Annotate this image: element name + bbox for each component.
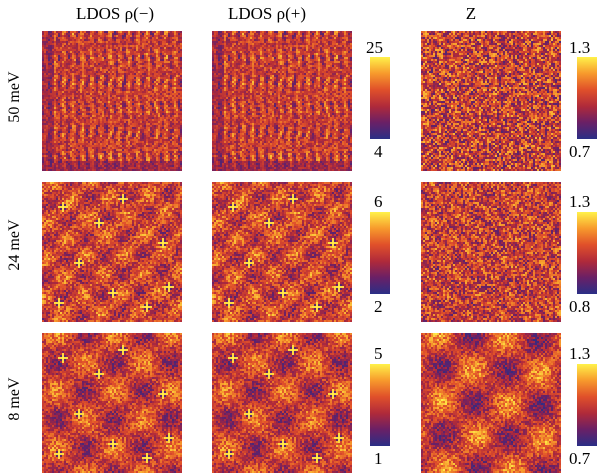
z-scale-min-50mev: 0.7 [569, 142, 591, 161]
ldos-plus-map-24mev [212, 182, 352, 322]
z-map-8mev [421, 333, 561, 473]
ldos-minus-map-50mev [42, 31, 182, 171]
z-scale-max-8mev: 1.3 [569, 344, 591, 363]
z-scale-max-24mev: 1.3 [569, 192, 591, 211]
ldos-colorbar-50mev [370, 57, 390, 139]
z-colorbar-50mev [577, 57, 597, 139]
z-scale-max-50mev: 1.3 [569, 38, 591, 57]
z-colorbar-8mev [577, 364, 597, 446]
z-map-24mev [421, 182, 561, 322]
ldos-scale-max-50mev: 25 [366, 38, 383, 57]
z-scale-min-24mev: 0.8 [569, 297, 591, 316]
z-map-50mev [421, 31, 561, 171]
ldos-scale-min-50mev: 4 [374, 142, 383, 161]
ldos-colorbar-8mev [370, 364, 390, 446]
ldos-colorbar-24mev [370, 212, 390, 294]
z-scale-min-8mev: 0.7 [569, 449, 591, 468]
row-label-50mev: 50 meV [6, 71, 23, 123]
ldos-plus-map-8mev [212, 333, 352, 473]
z-colorbar-24mev [577, 212, 597, 294]
ldos-plus-map-50mev [212, 31, 352, 171]
ldos-scale-max-8mev: 5 [374, 344, 383, 363]
row-label-8mev: 8 meV [6, 377, 23, 421]
row-label-24mev: 24 meV [6, 219, 23, 271]
column-title-ldos-minus: LDOS ρ(−) [75, 4, 155, 23]
ldos-minus-map-24mev [42, 182, 182, 322]
column-title-ldos-plus: LDOS ρ(+) [227, 4, 307, 23]
column-title-z: Z [465, 4, 477, 23]
ldos-scale-min-24mev: 2 [374, 297, 383, 316]
ldos-scale-max-24mev: 6 [374, 192, 383, 211]
ldos-scale-min-8mev: 1 [374, 449, 383, 468]
ldos-minus-map-8mev [42, 333, 182, 473]
